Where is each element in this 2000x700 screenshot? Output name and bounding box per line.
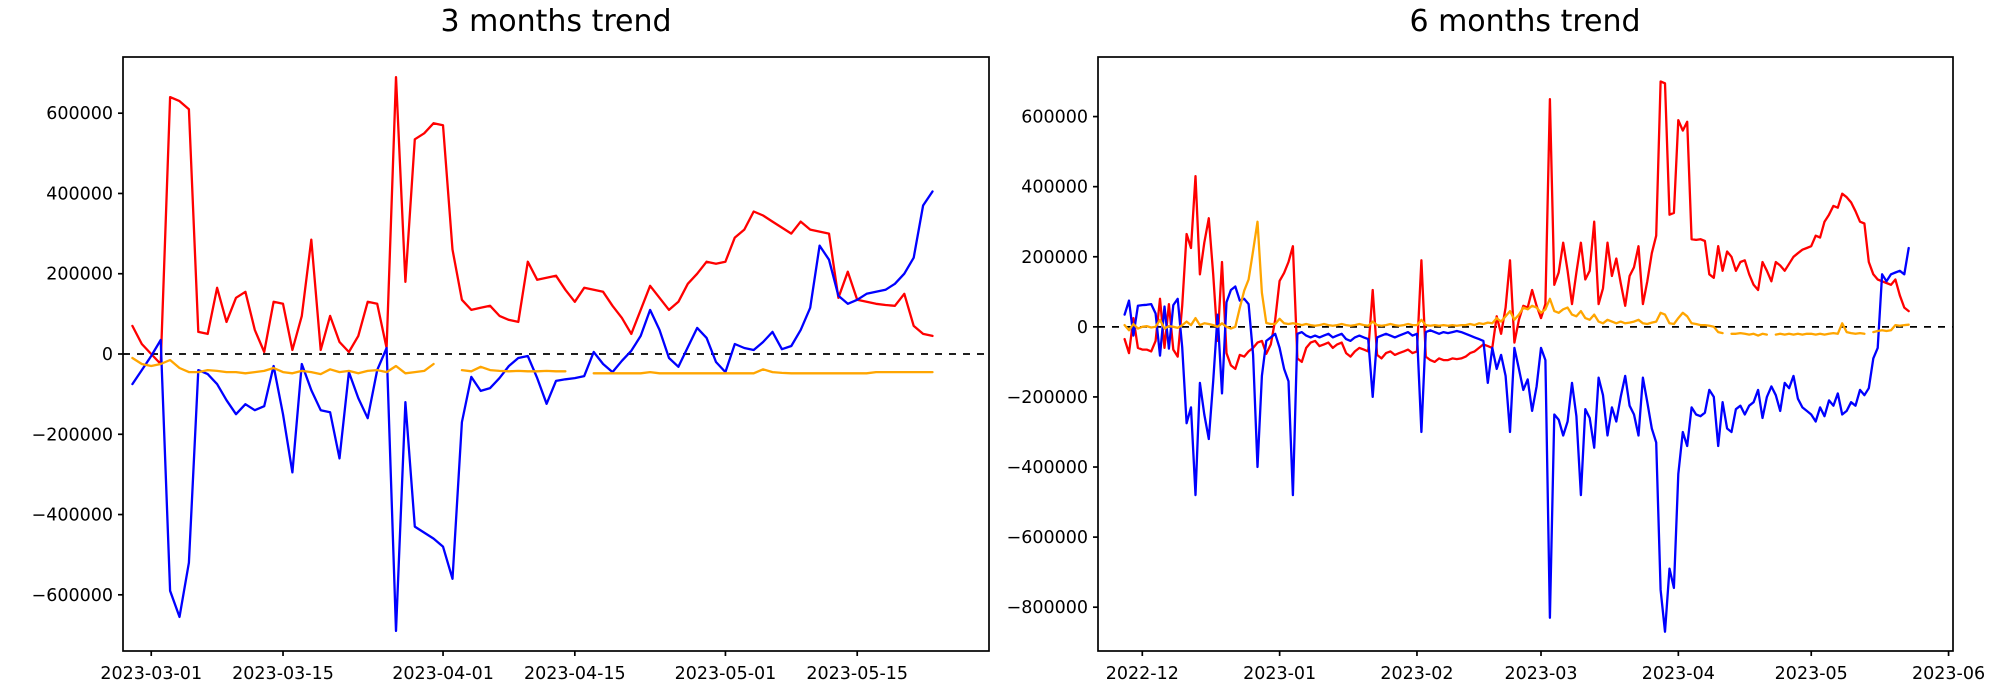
- orange-series-line-6-months: [1872, 323, 1910, 334]
- y-tick-label-6-months: −600000: [1007, 528, 1088, 548]
- x-tick-label-6-months: 2023-06: [1912, 664, 1985, 684]
- x-tick-label-6-months: 2023-02: [1380, 664, 1453, 684]
- orange-series-line-6-months: [1730, 331, 1769, 337]
- y-tick-label-6-months: −800000: [1007, 598, 1088, 618]
- red-series-line-3-months: [131, 75, 934, 366]
- x-tick-label-6-months: 2023-03: [1504, 664, 1577, 684]
- x-tick-label-6-months: 2022-12: [1106, 664, 1179, 684]
- x-tick-label-3-months: 2023-03-01: [100, 664, 202, 684]
- x-tick-label-3-months: 2023-04-01: [392, 664, 494, 684]
- y-tick-label-3-months: 400000: [46, 184, 113, 204]
- orange-series-line-6-months: [1774, 322, 1866, 336]
- orange-series-line-3-months: [131, 356, 435, 376]
- y-tick-label-3-months: 600000: [46, 104, 113, 124]
- y-tick-label-3-months: 0: [102, 345, 113, 365]
- x-tick-label-6-months: 2023-01: [1243, 664, 1316, 684]
- orange-series-line-3-months: [592, 368, 934, 375]
- y-tick-label-6-months: −200000: [1007, 388, 1088, 408]
- orange-series-line-6-months: [1123, 220, 1724, 335]
- right-chart-title: 6 months trend: [1409, 4, 1641, 39]
- x-tick-label-6-months: 2023-04: [1642, 664, 1715, 684]
- y-tick-label-3-months: −600000: [32, 586, 113, 606]
- orange-series-line-3-months: [460, 365, 567, 373]
- blue-series-line-6-months: [1123, 246, 1910, 633]
- y-tick-label-6-months: 400000: [1021, 178, 1088, 198]
- x-tick-label-3-months: 2023-05-01: [675, 664, 777, 684]
- blue-series-line-3-months: [131, 190, 934, 633]
- left-chart-title: 3 months trend: [440, 4, 672, 39]
- y-tick-label-6-months: 600000: [1021, 108, 1088, 128]
- x-tick-label-6-months: 2023-05: [1775, 664, 1848, 684]
- x-tick-label-3-months: 2023-03-15: [232, 664, 334, 684]
- y-tick-label-6-months: 200000: [1021, 248, 1088, 268]
- plot-area-6-months: −800000 −600000 −400000 −200000 0 200000 40000…: [1007, 56, 1985, 684]
- y-tick-label-6-months: −400000: [1007, 458, 1088, 478]
- plot-area-3-months: −600000 −400000 −200000 0 200000 400000 600000…: [32, 56, 990, 684]
- y-tick-label-3-months: −400000: [32, 506, 113, 526]
- plot-border-6-months: [1097, 56, 1954, 652]
- y-tick-label-3-months: −200000: [32, 425, 113, 445]
- y-tick-label-3-months: 200000: [46, 265, 113, 285]
- x-tick-label-3-months: 2023-05-15: [806, 664, 908, 684]
- red-series-line-6-months: [1123, 80, 1910, 371]
- x-tick-label-3-months: 2023-04-15: [524, 664, 626, 684]
- y-tick-label-6-months: 0: [1077, 318, 1088, 338]
